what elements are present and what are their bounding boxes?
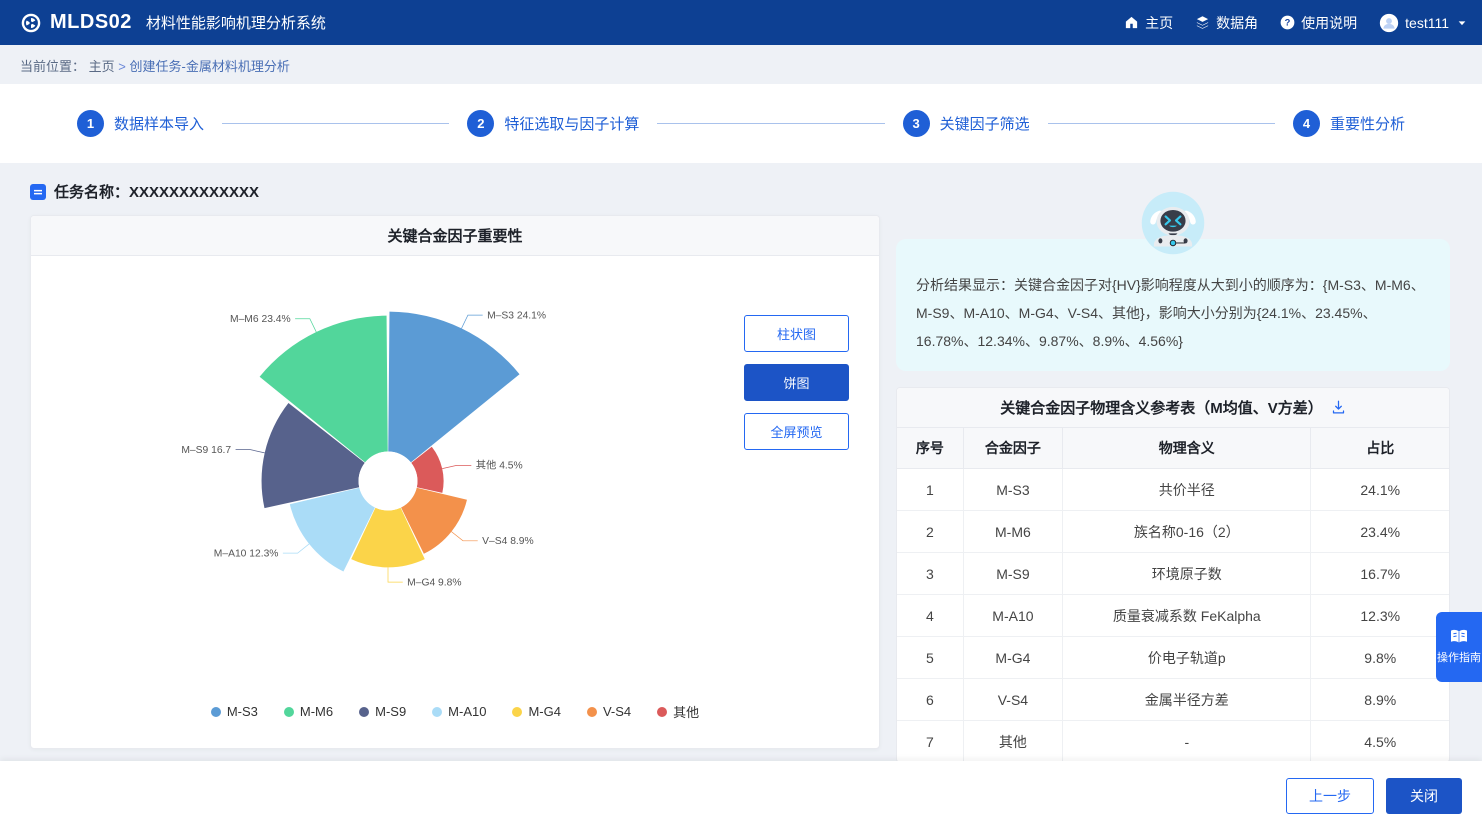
svg-text:V–S4 8.9%: V–S4 8.9%: [482, 536, 534, 547]
svg-text:M–S3 24.1%: M–S3 24.1%: [487, 310, 546, 321]
svg-text:M–A10 12.3%: M–A10 12.3%: [213, 548, 278, 559]
svg-text:?: ?: [1285, 18, 1291, 28]
svg-text:M–M6 23.4%: M–M6 23.4%: [230, 314, 291, 325]
svg-text:其他 4.5%: 其他 4.5%: [475, 459, 522, 472]
svg-text:M–G4 9.8%: M–G4 9.8%: [407, 577, 461, 588]
svg-text:M–S9 16.7: M–S9 16.7: [181, 445, 231, 456]
